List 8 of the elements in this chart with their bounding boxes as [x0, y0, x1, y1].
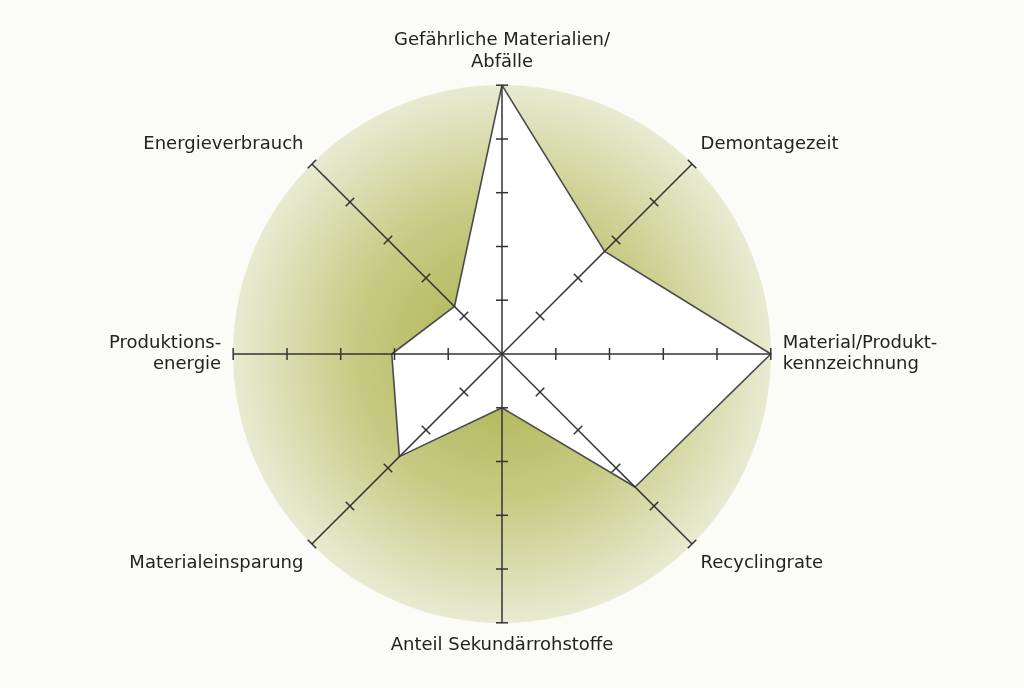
spoke-label: Anteil Sekundärrohstoffe [390, 633, 614, 655]
spoke-label: Produktions- energie [109, 330, 222, 374]
spoke-label: Materialeinsparung [129, 551, 304, 573]
spoke-label: Material/Produkt- kennzeichnung [782, 330, 938, 374]
spoke-label: Gefährliche Materialien/ Abfälle [394, 28, 611, 72]
spoke-label: Recyclingrate [700, 551, 824, 573]
spoke-label: Energieverbrauch [143, 132, 304, 154]
spoke-label: Demontagezeit [700, 132, 839, 154]
